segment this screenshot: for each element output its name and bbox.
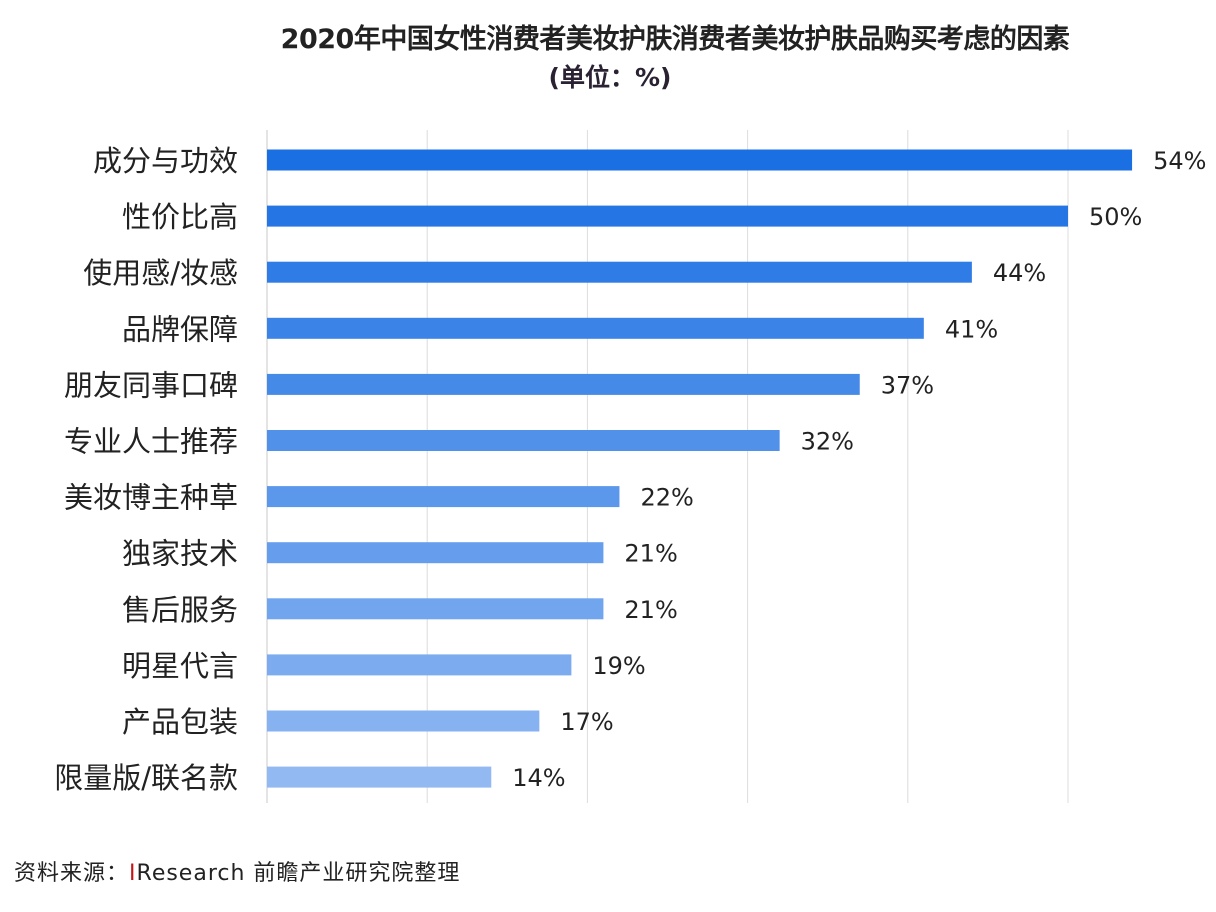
bar	[267, 205, 1068, 227]
category-label: 专业人士推荐	[64, 425, 238, 459]
data-label: 19%	[592, 652, 645, 680]
data-label: 22%	[640, 484, 693, 512]
data-label: 41%	[945, 315, 998, 343]
category-label: 限量版/联名款	[54, 761, 238, 795]
source-prefix: 资料来源：	[14, 861, 130, 886]
bar	[267, 373, 860, 395]
bar	[267, 317, 924, 339]
category-label: 美妆博主种草	[64, 481, 238, 515]
bar	[267, 710, 540, 732]
category-label: 成分与功效	[93, 144, 238, 178]
source-text: Research 前瞻产业研究院整理	[136, 861, 461, 886]
source-marker: I	[129, 861, 137, 886]
bar	[267, 261, 972, 283]
data-label: 14%	[512, 764, 565, 792]
data-label: 21%	[624, 596, 677, 624]
bar	[267, 654, 572, 676]
category-label: 品牌保障	[122, 312, 238, 346]
bar	[267, 766, 492, 788]
chart-subtitle: (单位：%)	[548, 63, 672, 92]
data-label: 44%	[993, 259, 1046, 287]
data-label: 21%	[624, 540, 677, 568]
bar	[267, 542, 604, 564]
category-label: 性价比高	[122, 200, 238, 234]
bar	[267, 598, 604, 620]
data-label: 32%	[801, 428, 854, 456]
bar	[267, 486, 620, 508]
data-label: 54%	[1153, 147, 1206, 175]
data-label: 37%	[881, 371, 934, 399]
data-label: 50%	[1089, 203, 1142, 231]
category-label: 独家技术	[122, 537, 238, 571]
category-label: 使用感/妆感	[83, 256, 238, 290]
data-label: 17%	[560, 708, 613, 736]
chart-title: 2020年中国女性消费者美妆护肤消费者美妆护肤品购买考虑的因素	[280, 24, 1070, 55]
source-note: 资料来源：IResearch 前瞻产业研究院整理	[14, 855, 460, 887]
category-label: 售后服务	[122, 593, 238, 627]
category-label: 产品包装	[122, 705, 238, 739]
category-label: 明星代言	[122, 649, 238, 683]
bar	[267, 430, 780, 451]
bar	[267, 149, 1133, 171]
category-label: 朋友同事口碑	[64, 368, 238, 402]
